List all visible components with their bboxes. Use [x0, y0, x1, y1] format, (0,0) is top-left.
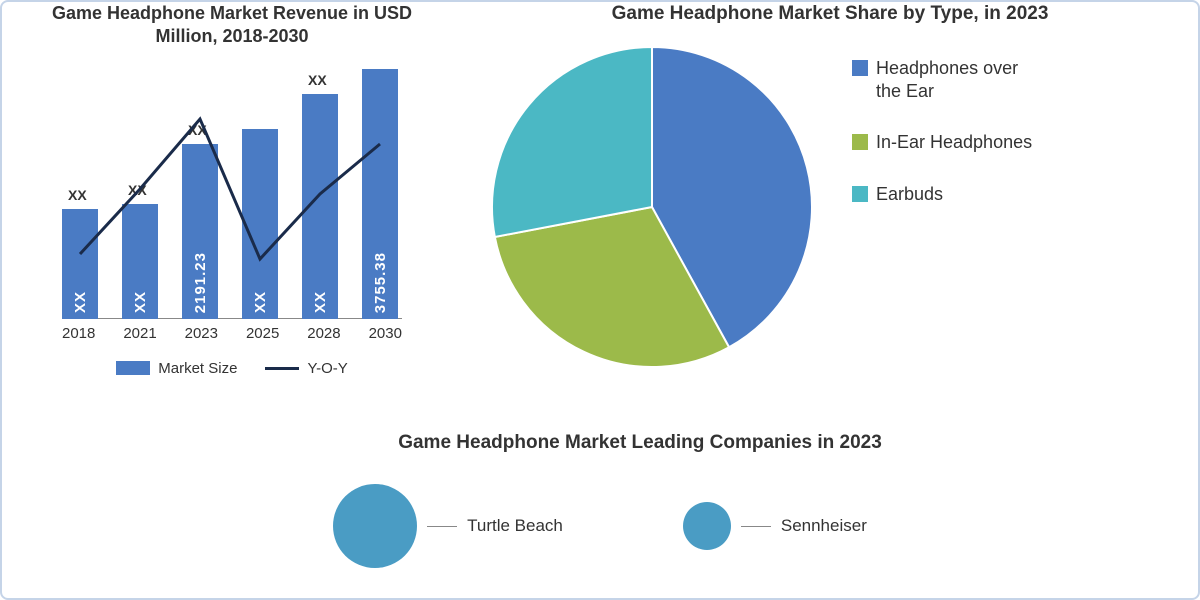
legend-swatch: [116, 361, 150, 375]
bubble-leader-line: [741, 526, 771, 527]
bar-chart-plot: XXXXXXXX2191.23XXXXXXXX3755.38: [42, 59, 422, 319]
pie-legend-item: Headphones over the Ear: [852, 57, 1036, 104]
legend-item-market-size: Market Size: [116, 360, 237, 377]
bar-chart-baseline: [62, 318, 402, 319]
bar-value-label: XX: [312, 291, 329, 313]
legend-item-yoy: Y-O-Y: [265, 360, 347, 377]
x-tick-label: 2021: [123, 325, 156, 342]
legend-swatch: [852, 186, 868, 202]
bar-chart-x-labels: 2018 2021 2023 2025 2028 2030: [42, 325, 422, 342]
bubble-chart-title: Game Headphone Market Leading Companies …: [102, 432, 1178, 454]
bubble-circle: [333, 484, 417, 568]
bar-value-label: XX: [132, 291, 149, 313]
bubble-label: Turtle Beach: [467, 516, 563, 536]
legend-label: Earbuds: [876, 183, 943, 206]
bar-top-label: XX: [188, 122, 207, 138]
top-row: Game Headphone Market Revenue in USD Mil…: [2, 2, 1198, 422]
bubble-item: Turtle Beach: [333, 484, 563, 568]
x-tick-label: 2023: [185, 325, 218, 342]
bar-value-label: 3755.38: [372, 252, 389, 313]
bar: XXXX: [302, 94, 338, 319]
legend-label: Headphones over the Ear: [876, 57, 1036, 104]
bar-top-label: XX: [128, 182, 147, 198]
bar-value-label: XX: [252, 291, 269, 313]
pie-chart-svg: [482, 37, 822, 377]
legend-label: In-Ear Headphones: [876, 131, 1032, 154]
bar-chart-panel: Game Headphone Market Revenue in USD Mil…: [22, 2, 442, 422]
bar: XXXX: [62, 209, 98, 319]
pie-chart-title: Game Headphone Market Share by Type, in …: [482, 2, 1178, 27]
pie-chart-panel: Game Headphone Market Share by Type, in …: [442, 2, 1178, 422]
bubble-circle: [683, 502, 731, 550]
x-tick-label: 2018: [62, 325, 95, 342]
bar-chart-legend: Market Size Y-O-Y: [22, 360, 442, 377]
bar-top-label: XX: [68, 187, 87, 203]
legend-swatch: [852, 134, 868, 150]
bubble-chart-body: Turtle Beach Sennheiser: [22, 484, 1178, 568]
bar-value-label: XX: [72, 291, 89, 313]
pie-slice: [492, 47, 652, 237]
bubble-chart-panel: Game Headphone Market Leading Companies …: [2, 422, 1198, 568]
legend-line-swatch: [265, 367, 299, 370]
x-tick-label: 2025: [246, 325, 279, 342]
x-tick-label: 2030: [369, 325, 402, 342]
bar: XX: [242, 129, 278, 319]
legend-label: Y-O-Y: [307, 360, 347, 377]
pie-legend-item: Earbuds: [852, 183, 1036, 206]
pie-chart-body: Headphones over the Ear In-Ear Headphones…: [482, 37, 1178, 377]
legend-swatch: [852, 60, 868, 76]
bar: XXXX: [122, 204, 158, 319]
pie-legend-item: In-Ear Headphones: [852, 131, 1036, 154]
bar-value-label: 2191.23: [192, 252, 209, 313]
pie-chart-legend: Headphones over the Ear In-Ear Headphones…: [852, 57, 1036, 207]
bubble-leader-line: [427, 526, 457, 527]
bar-chart-title: Game Headphone Market Revenue in USD Mil…: [22, 2, 442, 49]
bar: 2191.23XX: [182, 144, 218, 319]
legend-label: Market Size: [158, 360, 237, 377]
x-tick-label: 2028: [307, 325, 340, 342]
bar-top-label: XX: [308, 72, 327, 88]
bar: 3755.38: [362, 69, 398, 319]
bubble-label: Sennheiser: [781, 516, 867, 536]
bubble-item: Sennheiser: [683, 502, 867, 550]
